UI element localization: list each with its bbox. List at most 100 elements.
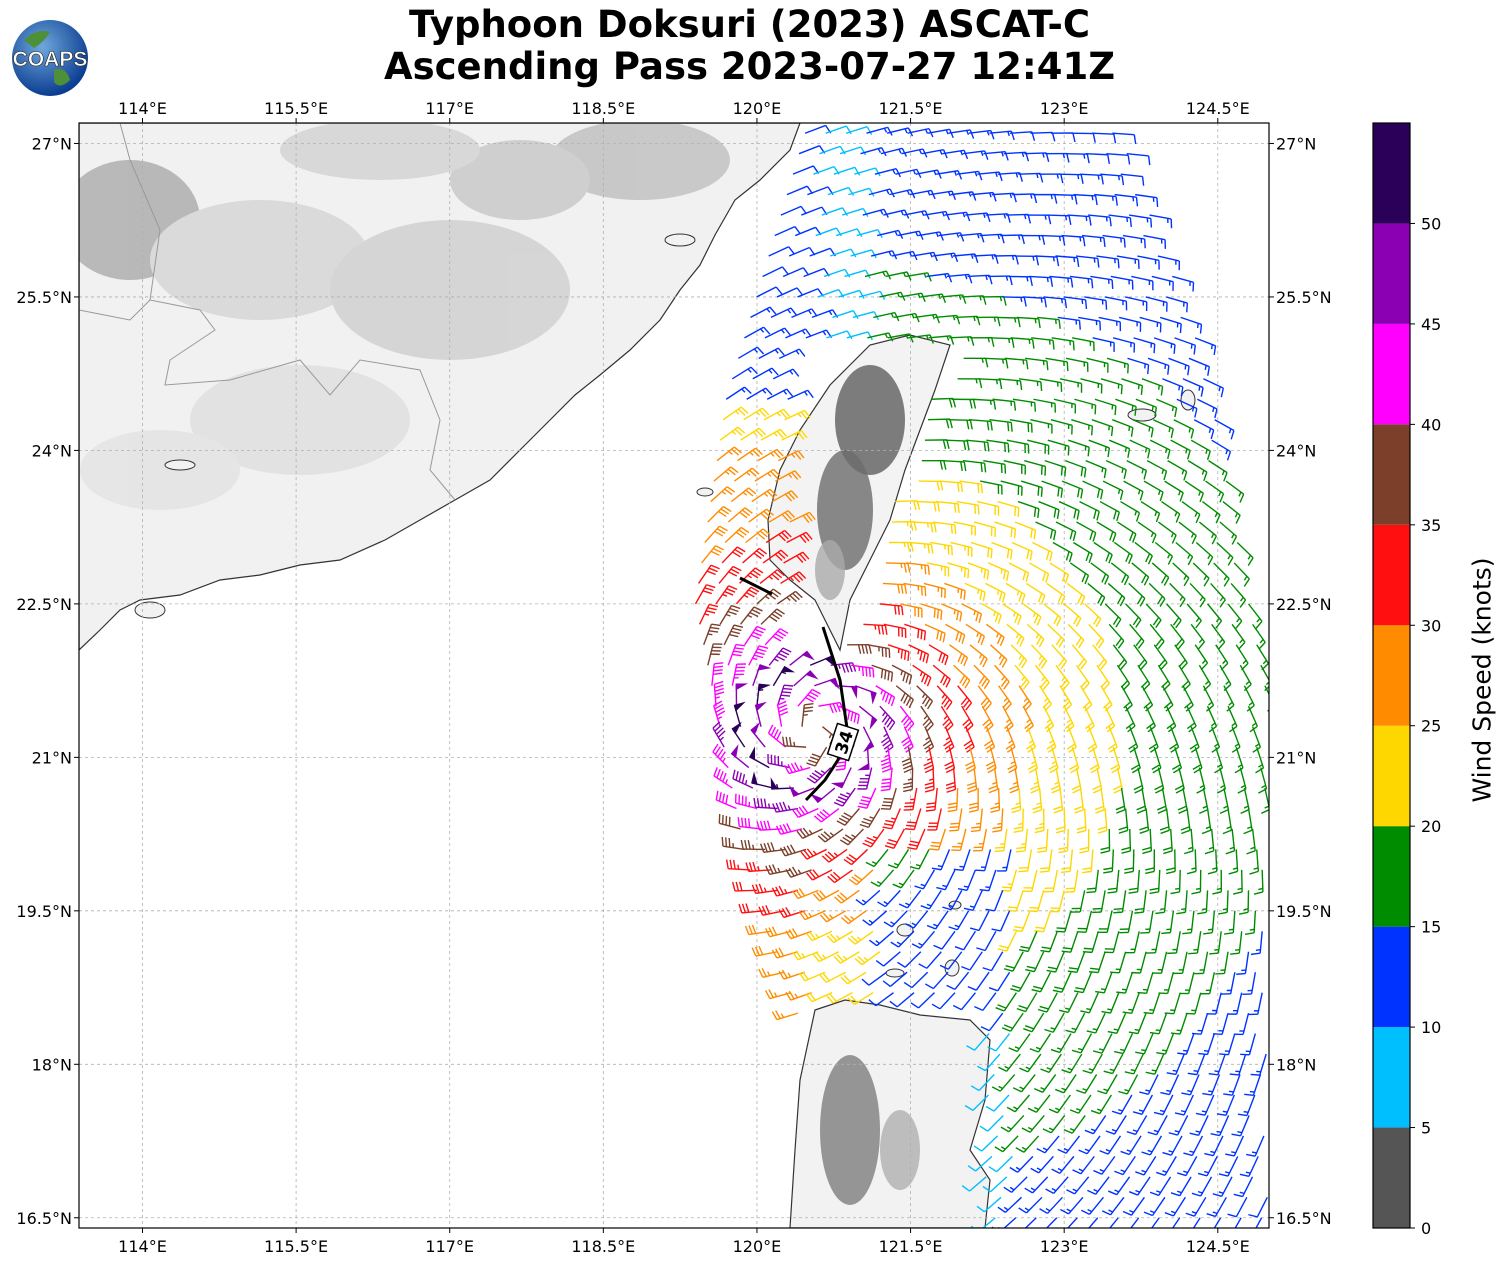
wind-barb: [1011, 541, 1033, 561]
wind-barb: [951, 828, 967, 852]
wind-barb: [988, 1155, 1013, 1173]
wind-barb: [1044, 1012, 1065, 1033]
wind-barb: [859, 808, 881, 829]
wind-barb: [1171, 1217, 1181, 1228]
wind-barb: [739, 567, 764, 584]
wind-barb: [1117, 521, 1137, 543]
wind-barb: [1000, 1114, 1025, 1133]
wind-barb: [1025, 582, 1046, 605]
wind-barb: [1182, 910, 1195, 935]
wind-barb: [1210, 1115, 1230, 1137]
wind-barb: [1007, 746, 1018, 774]
wind-barb: [776, 700, 789, 727]
wind-barb: [727, 507, 753, 523]
wind-barb: [1082, 849, 1094, 874]
wind-barb: [768, 647, 792, 666]
wind-barb: [768, 246, 795, 257]
wind-barb: [1033, 398, 1057, 413]
wind-barb: [1135, 1156, 1157, 1176]
lon-label-bottom-4: 120°E: [733, 1237, 782, 1256]
wind-barb: [1119, 910, 1134, 934]
lat-label-left-0: 27°N: [32, 134, 72, 153]
wind-barb: [806, 746, 828, 767]
wind-barb: [1034, 255, 1060, 267]
wind-barb: [1109, 1217, 1119, 1228]
wind-barb: [735, 683, 749, 707]
wind-barb: [1125, 931, 1140, 954]
wind-barb: [989, 419, 1013, 432]
wind-barb: [786, 185, 814, 196]
wind-barb: [1012, 1217, 1037, 1228]
wind-barb: [1131, 951, 1147, 974]
wind-barb: [813, 807, 840, 823]
wind-barb: [1070, 890, 1086, 913]
wind-barb: [734, 793, 758, 810]
wind-barb: [1037, 316, 1061, 329]
wind-barb: [911, 930, 935, 949]
wind-barb: [1114, 1033, 1134, 1055]
wind-barb: [1048, 1094, 1072, 1114]
wind-barb: [1176, 1156, 1198, 1177]
wind-barb: [1143, 992, 1161, 1015]
wind-barb: [1231, 1115, 1250, 1137]
wind-barb: [1017, 500, 1040, 519]
wind-barb: [1204, 828, 1215, 855]
wind-barb: [1187, 460, 1208, 482]
wind-barb: [1180, 808, 1191, 835]
wind-barb: [1066, 582, 1086, 606]
wind-barb: [785, 866, 812, 878]
wind-barb: [789, 650, 815, 666]
lon-label-top-2: 117°E: [425, 99, 474, 118]
wind-barb: [1122, 1196, 1145, 1216]
wind-barb: [817, 828, 844, 843]
wind-barb: [1025, 357, 1049, 371]
wind-barb: [1003, 1176, 1028, 1193]
wind-barb: [882, 582, 908, 594]
wind-barb: [771, 885, 799, 897]
wind-barb: [1004, 357, 1029, 370]
wind-barb: [963, 726, 975, 753]
wind-barb: [1073, 541, 1093, 563]
wind-barb: [1047, 439, 1070, 456]
wind-barb: [738, 903, 764, 914]
wind-barb: [814, 677, 840, 690]
wind-barb: [867, 644, 891, 658]
wind-barb: [861, 971, 888, 986]
lon-label-top-4: 120°E: [733, 99, 782, 118]
wind-barb: [750, 722, 766, 748]
wind-barb: [1197, 890, 1209, 915]
wind-barb: [1225, 1135, 1245, 1157]
wind-barb: [1058, 828, 1069, 854]
wind-barb: [782, 267, 810, 278]
wind-barb: [1059, 173, 1084, 184]
wind-barb: [839, 828, 864, 846]
wind-barb: [799, 910, 826, 921]
wind-barb: [1159, 316, 1182, 334]
wind-barb: [906, 562, 930, 575]
wind-barb: [1190, 439, 1211, 461]
wind-barb: [1108, 439, 1131, 458]
wind-barb: [914, 869, 936, 890]
wind-barb: [1067, 951, 1086, 974]
wind-barb: [718, 814, 741, 830]
wind-barb: [1126, 152, 1151, 166]
wind-barb: [929, 828, 947, 851]
wind-barb: [963, 890, 983, 912]
wind-barb: [1073, 193, 1098, 206]
wind-barb: [1153, 644, 1168, 671]
wind-barb: [1246, 1135, 1265, 1157]
wind-barb: [1053, 787, 1064, 814]
wind-barb: [1104, 603, 1122, 628]
wind-barb: [987, 1033, 1011, 1052]
wind-barb: [1244, 1074, 1262, 1097]
wind-barb: [1120, 500, 1141, 522]
wind-barb: [1037, 828, 1049, 854]
title-line-2: Ascending Pass 2023-07-27 12:41Z: [383, 45, 1116, 88]
wind-barb: [1091, 132, 1117, 144]
luzon-island: [789, 999, 991, 1228]
wind-barb: [1131, 275, 1154, 291]
wind-barb: [1116, 971, 1134, 994]
wind-barb: [1036, 1135, 1060, 1154]
wind-barb: [1175, 541, 1194, 566]
